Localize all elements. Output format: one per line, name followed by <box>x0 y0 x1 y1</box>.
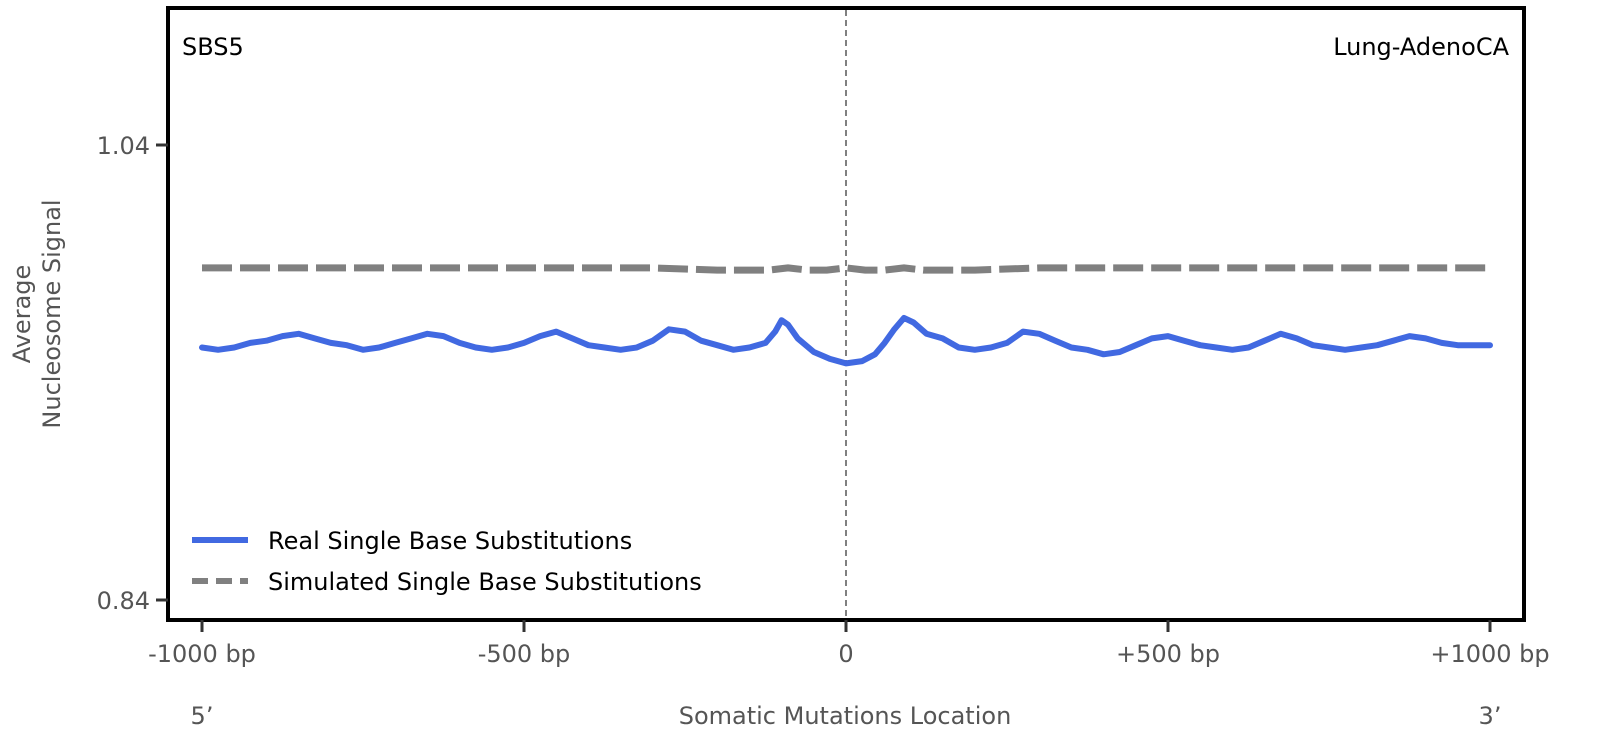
y-tick-label: 0.84 <box>97 587 150 615</box>
x-tick-label: 0 <box>838 640 853 668</box>
signature-label: SBS5 <box>182 33 244 61</box>
series-layer <box>199 264 1493 367</box>
real-sbs-line <box>199 314 1493 367</box>
x-tick-label: -500 bp <box>478 640 571 668</box>
x-axis-label: Somatic Mutations Location <box>679 702 1012 730</box>
x-tick-label: +1000 bp <box>1430 640 1549 668</box>
y-axis-label-line1: Average <box>8 265 36 364</box>
simulated-sbs-line <box>202 264 1490 274</box>
x-ticks: -1000 bp -500 bp 0 +500 bp +1000 bp <box>148 620 1550 668</box>
x-tick-label: -1000 bp <box>148 640 256 668</box>
y-axis-label-line2: Nucleosome Signal <box>38 199 66 428</box>
five-prime-label: 5’ <box>191 702 214 730</box>
three-prime-label: 3’ <box>1479 702 1502 730</box>
cancer-type-label: Lung-AdenoCA <box>1333 33 1509 61</box>
legend-label-real: Real Single Base Substitutions <box>268 527 632 555</box>
y-ticks: 1.04 0.84 <box>97 132 168 615</box>
y-tick-label: 1.04 <box>97 132 150 160</box>
legend: Real Single Base Substitutions Simulated… <box>192 527 702 596</box>
legend-label-simulated: Simulated Single Base Substitutions <box>268 568 702 596</box>
x-tick-label: +500 bp <box>1116 640 1220 668</box>
